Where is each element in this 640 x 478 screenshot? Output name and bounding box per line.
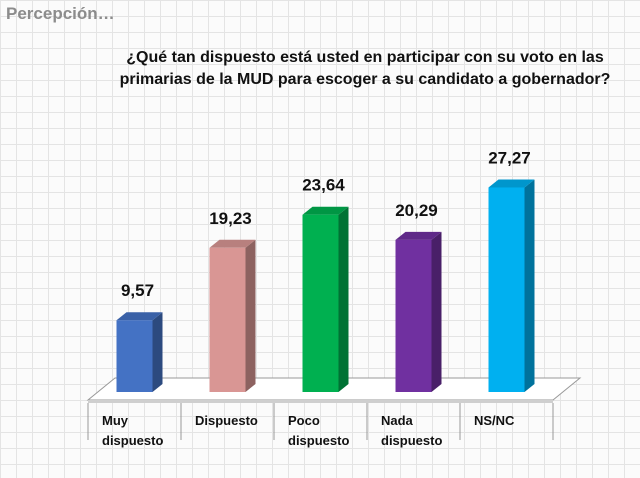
x-tick-label: Muy dispuesto bbox=[102, 413, 164, 448]
bar-side bbox=[245, 239, 256, 392]
bar-side bbox=[524, 179, 535, 392]
x-tick-label: Dispuesto bbox=[195, 413, 258, 428]
bar bbox=[209, 247, 246, 392]
header: Percepción… bbox=[6, 4, 115, 23]
bar-top bbox=[116, 312, 163, 321]
bar-side bbox=[152, 312, 163, 392]
bar-side bbox=[338, 206, 349, 392]
value-label: 9,57 bbox=[121, 281, 154, 300]
bar bbox=[395, 239, 432, 392]
bar-side bbox=[431, 231, 442, 392]
value-label: 23,64 bbox=[302, 176, 345, 195]
bar bbox=[302, 214, 339, 392]
value-label: 20,29 bbox=[395, 201, 438, 220]
value-label: 27,27 bbox=[488, 148, 531, 167]
bar bbox=[116, 320, 153, 392]
bar bbox=[488, 187, 525, 392]
bar-top bbox=[302, 206, 349, 215]
x-tick-label: Poco dispuesto bbox=[288, 413, 350, 448]
x-tick-label: Nada dispuesto bbox=[381, 413, 443, 448]
value-label: 19,23 bbox=[209, 209, 252, 228]
x-tick-label: NS/NC bbox=[474, 413, 515, 428]
bar-top bbox=[395, 231, 442, 240]
floor-edge bbox=[88, 400, 553, 403]
chart-title: ¿Qué tan dispuesto está usted en partici… bbox=[119, 49, 611, 88]
bar-top bbox=[209, 239, 256, 248]
bar-top bbox=[488, 179, 535, 188]
